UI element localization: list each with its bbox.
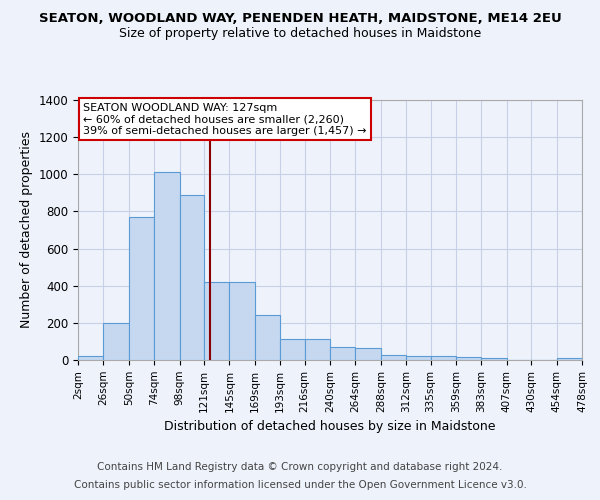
Y-axis label: Number of detached properties: Number of detached properties — [20, 132, 33, 328]
Bar — [280, 338, 305, 360]
X-axis label: Distribution of detached houses by size in Maidstone: Distribution of detached houses by size … — [164, 420, 496, 433]
Bar — [229, 282, 255, 360]
Bar — [154, 172, 179, 360]
Bar — [481, 358, 507, 360]
Text: Contains HM Land Registry data © Crown copyright and database right 2024.: Contains HM Land Registry data © Crown c… — [97, 462, 503, 472]
Bar — [381, 356, 406, 360]
Bar — [129, 217, 154, 360]
Text: SEATON WOODLAND WAY: 127sqm
← 60% of detached houses are smaller (2,260)
39% of : SEATON WOODLAND WAY: 127sqm ← 60% of det… — [83, 102, 367, 136]
Bar — [406, 356, 431, 360]
Bar — [330, 347, 355, 360]
Bar — [456, 357, 481, 360]
Bar — [355, 348, 381, 360]
Text: Contains public sector information licensed under the Open Government Licence v3: Contains public sector information licen… — [74, 480, 526, 490]
Bar — [179, 194, 204, 360]
Bar — [204, 282, 229, 360]
Bar — [255, 316, 280, 360]
Bar — [78, 356, 103, 360]
Bar — [557, 358, 582, 360]
Text: Size of property relative to detached houses in Maidstone: Size of property relative to detached ho… — [119, 28, 481, 40]
Bar — [103, 323, 129, 360]
Text: SEATON, WOODLAND WAY, PENENDEN HEATH, MAIDSTONE, ME14 2EU: SEATON, WOODLAND WAY, PENENDEN HEATH, MA… — [38, 12, 562, 26]
Bar — [431, 356, 456, 360]
Bar — [305, 338, 330, 360]
